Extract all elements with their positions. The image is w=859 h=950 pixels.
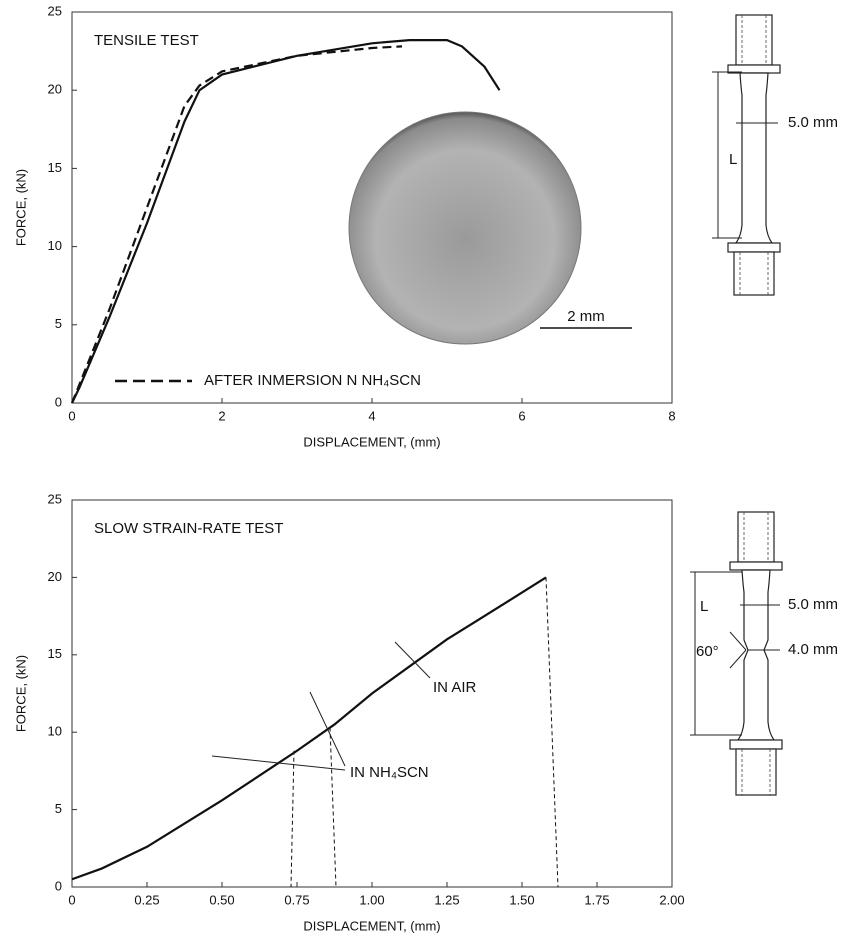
x-axis-label: DISPLACEMENT, (mm)	[303, 434, 440, 449]
y-tick-label: 5	[55, 316, 62, 331]
y-axis-label: FORCE, (kN)	[13, 169, 28, 246]
y-tick-label: 15	[48, 646, 62, 661]
x-tick-label: 8	[668, 408, 675, 423]
annotation: IN NH₄SCN	[350, 764, 429, 781]
scale-label: 2 mm	[567, 308, 605, 325]
diameter-label: 5.0 mm	[788, 114, 838, 131]
x-tick-label: 0.50	[209, 892, 234, 907]
x-tick-label: 1.75	[584, 892, 609, 907]
x-tick-label: 1.50	[509, 892, 534, 907]
specimen-top	[712, 15, 780, 295]
x-tick-label: 0.75	[284, 892, 309, 907]
chart-title: TENSILE TEST	[94, 32, 199, 49]
y-axis-label: FORCE, (kN)	[13, 655, 28, 732]
figure: 2 mm 5.0 mm L 5.0 mm 4.0 mm 60° L 0 2 4 6 8 0…	[0, 0, 859, 950]
y-tick-label: 0	[55, 878, 62, 893]
y-tick-label: 25	[48, 3, 62, 18]
x-tick-label: 1.25	[434, 892, 459, 907]
annotation: IN AIR	[433, 679, 477, 696]
data-line	[330, 728, 336, 887]
y-tick-label: 20	[48, 82, 62, 97]
x-tick-label: 0.25	[134, 892, 159, 907]
x-tick-label: 0	[68, 892, 75, 907]
data-line	[72, 577, 546, 879]
x-tick-label: 2	[218, 408, 225, 423]
length-label: L	[729, 151, 737, 168]
notch-diameter-label: 4.0 mm	[788, 641, 838, 658]
x-tick-label: 0	[68, 408, 75, 423]
data-line	[546, 577, 558, 887]
diameter-label: 5.0 mm	[788, 596, 838, 613]
legend-label: AFTER INMERSION N NH₄SCN	[204, 372, 421, 389]
x-axis-label: DISPLACEMENT, (mm)	[303, 918, 440, 933]
leader-line	[310, 692, 345, 766]
x-tick-label: 1.00	[359, 892, 384, 907]
x-tick-label: 4	[368, 408, 375, 423]
y-tick-label: 25	[48, 491, 62, 506]
leader-line	[212, 756, 345, 770]
chart-title: SLOW STRAIN-RATE TEST	[94, 520, 283, 537]
y-tick-label: 0	[55, 394, 62, 409]
data-line	[291, 751, 294, 887]
fracture-photo	[349, 112, 581, 344]
y-tick-label: 15	[48, 160, 62, 175]
y-tick-label: 5	[55, 801, 62, 816]
length-label: L	[700, 598, 708, 615]
y-tick-label: 10	[48, 724, 62, 739]
y-tick-label: 20	[48, 569, 62, 584]
notch-angle-label: 60°	[696, 643, 719, 660]
y-tick-label: 10	[48, 238, 62, 253]
x-tick-label: 6	[518, 408, 525, 423]
x-tick-label: 2.00	[659, 892, 684, 907]
